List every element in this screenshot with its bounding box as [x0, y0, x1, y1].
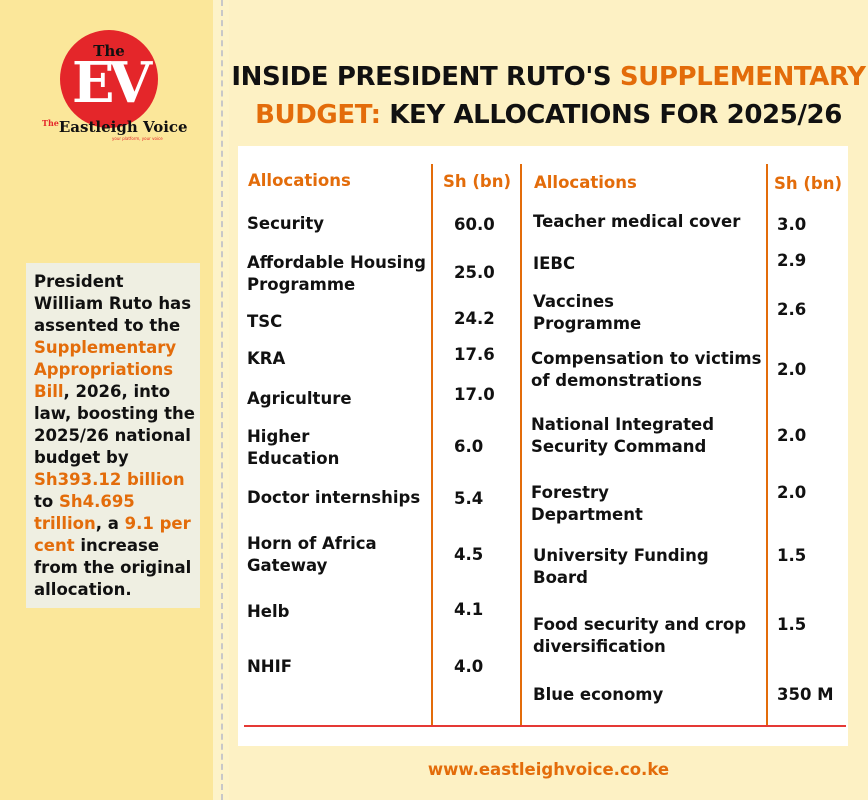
footer-url-link[interactable]: www.eastleighvoice.co.ke — [427, 760, 670, 779]
table-row-value: 60.0 — [454, 215, 495, 234]
table-row-name: IEBC — [533, 254, 576, 273]
table-row-name: Blue economy — [533, 685, 664, 704]
summary-text: President William Ruto has assented to t… — [34, 271, 196, 601]
summary-text-4: , a — [95, 514, 125, 533]
table-row-value: 1.5 — [777, 615, 807, 634]
table-row-value: 17.6 — [454, 345, 495, 364]
header-amount-left: Sh (bn) — [443, 172, 512, 191]
logo-red-circle — [60, 30, 158, 128]
logo-tagline: your platform, your voice — [112, 136, 163, 141]
summary-text-2: , 2026, into law, boosting the 2025/26 n… — [34, 382, 195, 467]
summary-highlight-bill: Supplementary Appropriations Bill — [34, 338, 177, 401]
table-row-value: 4.5 — [454, 545, 484, 564]
table-row-name: Horn of Africa Gateway — [247, 534, 377, 575]
summary-highlight-total: Sh4.695 trillion — [34, 492, 135, 533]
allocations-table — [238, 146, 848, 746]
table-row-name: Affordable Housing Programme — [247, 253, 426, 294]
logo-the-text: The — [93, 42, 125, 60]
summary-text-3: to — [34, 492, 59, 511]
summary-text-5: increase from the original allocation. — [34, 536, 192, 599]
summary-text-1: President William Ruto has assented to t… — [34, 272, 192, 335]
table-row-value: 4.0 — [454, 657, 484, 676]
header-allocations-right: Allocations — [534, 173, 637, 192]
logo-name-small: The — [42, 118, 59, 128]
summary-highlight-percent: 9.1 per cent — [34, 514, 191, 555]
table-bottom-rule — [244, 725, 846, 727]
column-rule — [431, 164, 433, 726]
table-row-name: University Funding Board — [533, 546, 709, 587]
table-row-name: Vaccines Programme — [533, 292, 642, 333]
table-row-name: Food security and crop diversification — [533, 615, 747, 656]
table-row-name: TSC — [247, 312, 283, 331]
title-part-3: KEY ALLOCATIONS FOR 2025/26 — [380, 100, 842, 130]
table-row-value: 3.0 — [777, 215, 807, 234]
dashed-divider — [221, 0, 223, 800]
table-row-value: 2.0 — [777, 360, 807, 379]
summary-box: President William Ruto has assented to t… — [26, 263, 200, 608]
table-row-value: 2.6 — [777, 300, 807, 319]
table-row-value: 2.0 — [777, 426, 807, 445]
eastleigh-voice-logo: The EV TheEastleigh Voice your platform,… — [42, 30, 188, 142]
table-row-value: 4.1 — [454, 600, 484, 619]
page-title: INSIDE PRESIDENT RUTO'S SUPPLEMENTARY BU… — [229, 58, 868, 134]
table-row-name: Security — [247, 214, 325, 233]
table-row-name: KRA — [247, 349, 286, 368]
table-row-value: 2.9 — [777, 251, 807, 270]
column-rule — [766, 164, 768, 726]
table-row-value: 1.5 — [777, 546, 807, 565]
table-row-name: Helb — [247, 602, 290, 621]
table-row-value: 6.0 — [454, 437, 484, 456]
table-row-name: NHIF — [247, 657, 293, 676]
table-row-value: 17.0 — [454, 385, 495, 404]
table-row-name: Compensation to victims of demonstration… — [531, 349, 762, 390]
table-row-name: Doctor internships — [247, 488, 421, 507]
table-row-value: 24.2 — [454, 309, 495, 328]
table-row-value: 5.4 — [454, 489, 484, 508]
table-row-name: Forestry Department — [531, 483, 643, 524]
table-row-name: Higher Education — [247, 427, 340, 468]
logo-name-main: Eastleigh Voice — [58, 118, 188, 136]
table-row-name: Teacher medical cover — [533, 212, 741, 231]
table-row-name: National Integrated Security Command — [531, 415, 715, 456]
header-allocations-left: Allocations — [248, 171, 351, 190]
table-row-value: 2.0 — [777, 483, 807, 502]
title-part-1: INSIDE PRESIDENT RUTO'S — [231, 62, 620, 92]
table-row-name: Agriculture — [247, 389, 352, 408]
summary-highlight-boost: Sh393.12 billion — [34, 470, 185, 489]
column-rule — [520, 164, 522, 726]
logo-ev-text: EV — [71, 50, 152, 116]
header-amount-right: Sh (bn) — [774, 174, 843, 193]
table-row-value: 25.0 — [454, 263, 495, 282]
title-part-orange: SUPPLEMENTARY BUDGET: — [255, 62, 866, 130]
logo-brand-name: TheEastleigh Voice — [42, 118, 188, 136]
table-row-value: 350 M — [777, 685, 834, 704]
